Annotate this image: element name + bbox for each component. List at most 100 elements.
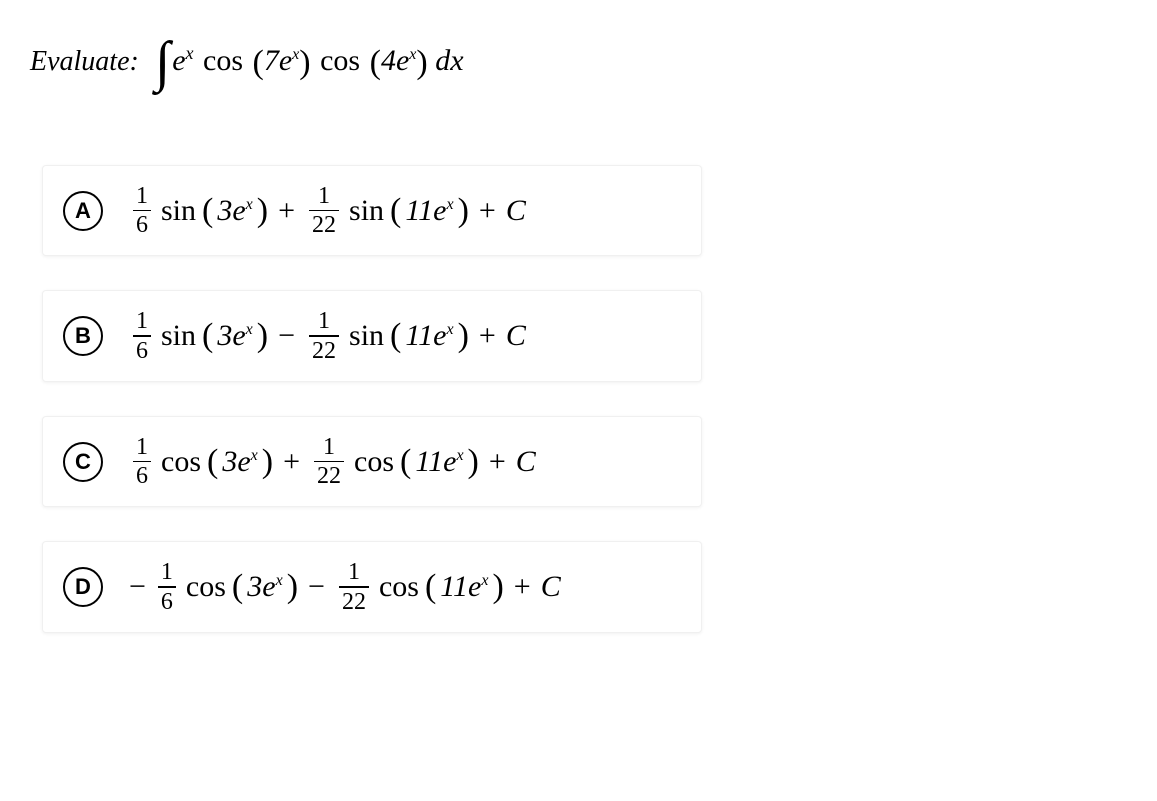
plus-sign: + <box>514 570 531 604</box>
fraction-bar <box>309 335 339 337</box>
rparen: ) <box>492 568 503 606</box>
fraction-bar <box>158 586 176 588</box>
arg-coef: 11e <box>440 570 481 603</box>
integrand-e-exp: x <box>186 43 194 63</box>
fn-1: sin <box>161 319 196 353</box>
fraction-den: 6 <box>158 590 176 614</box>
arg-coef: 3e <box>217 319 245 352</box>
rparen: ) <box>468 443 479 481</box>
rparen-1: ) <box>299 44 310 81</box>
option-letter: D <box>63 567 103 607</box>
fraction-2: 122 <box>339 560 369 614</box>
integrand-cos2: cos <box>320 44 360 77</box>
lparen: ( <box>232 568 243 606</box>
fraction-1: 16 <box>133 184 151 238</box>
fraction-bar <box>133 461 151 463</box>
arg-exp: x <box>456 447 463 464</box>
fraction-2: 122 <box>309 184 339 238</box>
option-letter: B <box>63 316 103 356</box>
fraction-num: 1 <box>315 184 333 208</box>
arg-exp: x <box>481 572 488 589</box>
arg-exp: x <box>446 196 453 213</box>
fraction-1: 16 <box>133 435 151 489</box>
arg-exp: x <box>246 321 253 338</box>
integral-expression: ∫ ex cos (7ex) cos (4ex) dx <box>155 40 464 85</box>
fraction-1: 16 <box>158 560 176 614</box>
fraction-num: 1 <box>133 435 151 459</box>
arg-coef: 11e <box>405 319 446 352</box>
fraction-den: 22 <box>309 339 339 363</box>
fn-2: cos <box>379 570 419 604</box>
fn-1: sin <box>161 194 196 228</box>
integrand-cos1: cos <box>203 44 243 77</box>
rparen-2: ) <box>416 44 427 81</box>
fraction-num: 1 <box>158 560 176 584</box>
operator: − <box>278 319 295 353</box>
rparen: ) <box>458 192 469 230</box>
fraction-num: 1 <box>320 435 338 459</box>
arg1-coef: 7e <box>264 44 292 77</box>
option-letter: C <box>63 442 103 482</box>
integrand-e: e <box>172 44 185 77</box>
lparen: ( <box>390 317 401 355</box>
lparen-2: ( <box>370 44 381 81</box>
arg-exp: x <box>251 447 258 464</box>
fraction-den: 6 <box>133 213 151 237</box>
rparen: ) <box>458 317 469 355</box>
fn-arg-2: 11ex <box>405 319 453 353</box>
fn-arg-2: 11ex <box>415 445 463 479</box>
option-d[interactable]: D−16cos(3ex)−122cos(11ex) + C <box>42 541 702 633</box>
prompt-label: Evaluate: <box>30 46 139 78</box>
option-expression: 16cos(3ex)+122cos(11ex) + C <box>129 435 536 489</box>
fraction-den: 22 <box>339 590 369 614</box>
integral-symbol: ∫ <box>155 40 170 85</box>
fraction-bar <box>314 461 344 463</box>
fraction-den: 6 <box>133 339 151 363</box>
fn-2: sin <box>349 194 384 228</box>
option-a[interactable]: A16sin(3ex)+122sin(11ex) + C <box>42 165 702 257</box>
fraction-bar <box>309 210 339 212</box>
option-c[interactable]: C16cos(3ex)+122cos(11ex) + C <box>42 416 702 508</box>
option-letter: A <box>63 191 103 231</box>
lparen: ( <box>207 443 218 481</box>
lparen: ( <box>202 192 213 230</box>
fn-arg-2: 11ex <box>440 570 488 604</box>
plus-sign: + <box>489 445 506 479</box>
fn-arg-2: 11ex <box>405 194 453 228</box>
operator: − <box>308 570 325 604</box>
constant-c: C <box>541 570 561 604</box>
fn-1: cos <box>161 445 201 479</box>
option-b[interactable]: B16sin(3ex)−122sin(11ex) + C <box>42 290 702 382</box>
integrand: ex cos (7ex) cos (4ex) dx <box>172 43 463 82</box>
constant-c: C <box>516 445 536 479</box>
integrand-dx: dx <box>435 44 463 77</box>
fraction-1: 16 <box>133 309 151 363</box>
lparen: ( <box>425 568 436 606</box>
operator: + <box>283 445 300 479</box>
operator: + <box>278 194 295 228</box>
fraction-den: 22 <box>314 464 344 488</box>
lparen: ( <box>390 192 401 230</box>
rparen: ) <box>287 568 298 606</box>
arg-coef: 11e <box>415 445 456 478</box>
arg-coef: 3e <box>222 445 250 478</box>
fraction-num: 1 <box>133 184 151 208</box>
lparen-1: ( <box>253 44 264 81</box>
arg-coef: 3e <box>217 194 245 227</box>
lparen: ( <box>202 317 213 355</box>
options-list: A16sin(3ex)+122sin(11ex) + CB16sin(3ex)−… <box>42 165 1127 633</box>
lparen: ( <box>400 443 411 481</box>
fn-arg-1: 3ex <box>217 319 252 353</box>
question-prompt: Evaluate: ∫ ex cos (7ex) cos (4ex) dx <box>30 40 1127 85</box>
rparen: ) <box>257 317 268 355</box>
arg2-coef: 4e <box>381 44 409 77</box>
fn-2: cos <box>354 445 394 479</box>
rparen: ) <box>262 443 273 481</box>
arg-exp: x <box>246 196 253 213</box>
plus-sign: + <box>479 194 496 228</box>
constant-c: C <box>506 194 526 228</box>
fraction-bar <box>133 210 151 212</box>
fn-arg-1: 3ex <box>217 194 252 228</box>
fraction-num: 1 <box>315 309 333 333</box>
arg-coef: 11e <box>405 194 446 227</box>
